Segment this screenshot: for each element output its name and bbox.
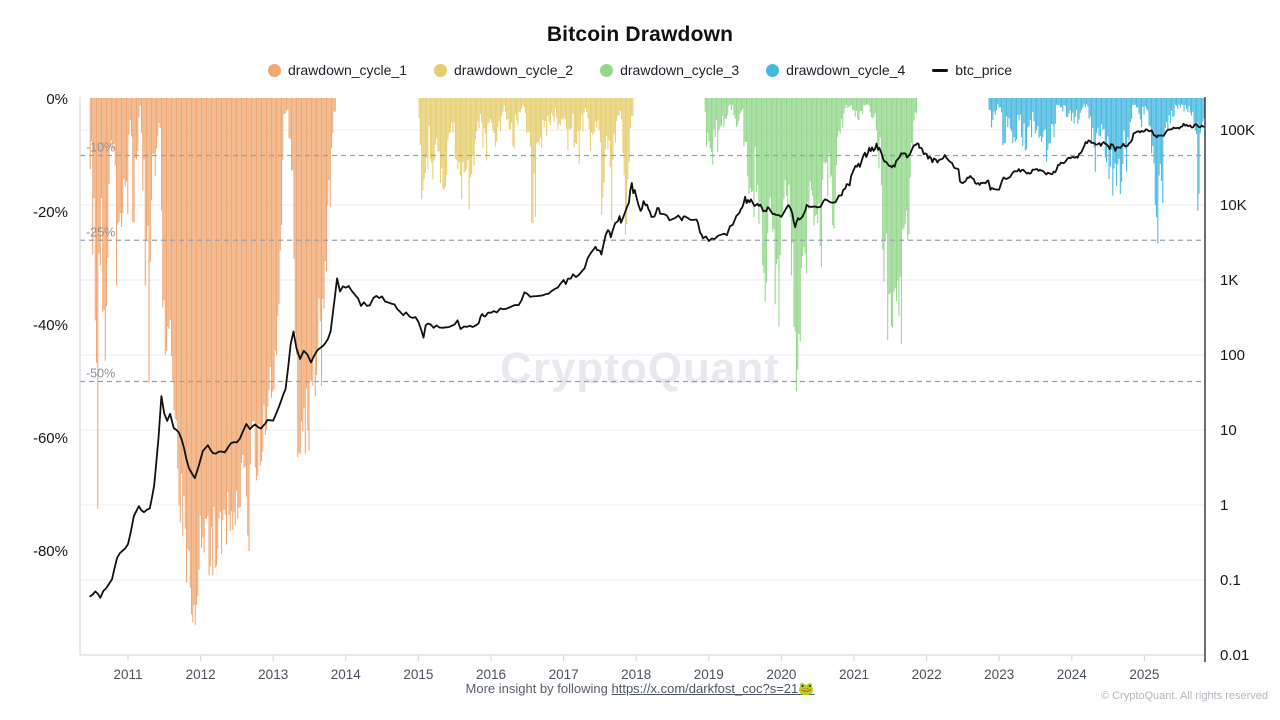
x-axis-year-tick: 2020 [766, 667, 796, 682]
threshold-label: -10% [86, 141, 115, 155]
threshold-label: -50% [86, 367, 115, 381]
y-axis-left-tick: -40% [33, 317, 68, 334]
legend-label: btc_price [955, 62, 1013, 78]
cycle-4-dot-icon [766, 63, 780, 77]
x-axis-year-tick: 2013 [258, 667, 288, 682]
y-axis-right-tick: 10 [1220, 422, 1237, 439]
cycle-1-dot-icon [267, 63, 281, 77]
watermark: CryptoQuant [500, 344, 780, 393]
legend-label: drawdown_cycle_2 [454, 62, 574, 78]
threshold-label: -25% [86, 225, 115, 239]
legend-item-btc-price[interactable]: btc_price [932, 62, 1012, 78]
y-axis-right-tick: 100 [1220, 347, 1245, 364]
legend-label: drawdown_cycle_4 [786, 62, 906, 78]
legend-item-drawdown-cycle-4[interactable]: drawdown_cycle_4 [766, 62, 905, 78]
drawdown_cycle_1-bars [89, 98, 336, 625]
footer-link[interactable]: https://x.com/darkfost_coc?s=21🐸 [611, 681, 815, 696]
legend-label: drawdown_cycle_3 [620, 62, 740, 78]
axes: 0% -20% -40% -60% -80% 100K 10K 1K 100 10 1 0.1 0.01… [33, 91, 1255, 682]
price-line-icon [932, 68, 949, 72]
threshold-lines: -10% -25% -50% [80, 141, 1205, 383]
footer-note: More insight by following https://x.com/… [0, 681, 1280, 697]
y-axis-right-tick: 0.01 [1220, 647, 1249, 664]
cycle-3-dot-icon [600, 63, 614, 77]
legend-item-drawdown-cycle-3[interactable]: drawdown_cycle_3 [600, 62, 739, 78]
x-axis-year-tick: 2024 [1057, 667, 1088, 682]
y-axis-left-tick: -80% [33, 543, 68, 560]
drawdown_cycle_3-bars [704, 98, 917, 392]
x-axis-year-tick: 2014 [331, 667, 362, 682]
footer-text: More insight by following [465, 681, 612, 696]
x-axis-year-tick: 2012 [186, 667, 216, 682]
legend-item-drawdown-cycle-1[interactable]: drawdown_cycle_1 [267, 62, 408, 78]
y-axis-left-tick: 0% [46, 91, 68, 108]
cycle-2-dot-icon [434, 63, 448, 77]
legend-label: drawdown_cycle_1 [287, 62, 408, 78]
y-axis-right-tick: 0.1 [1220, 572, 1241, 589]
y-axis-right-tick: 100K [1220, 122, 1255, 139]
x-axis-year-tick: 2022 [912, 667, 942, 682]
drawdown_cycle_2-bars [418, 98, 634, 235]
chart-title: Bitcoin Drawdown [546, 23, 734, 46]
legend: drawdown_cycle_1 drawdown_cycle_2 drawdo… [0, 62, 1280, 78]
y-axis-right-tick: 1 [1220, 497, 1228, 514]
x-axis-year-tick: 2016 [476, 667, 506, 682]
copyright-note: © CryptoQuant. All rights reserved [1100, 690, 1268, 702]
x-axis-year-tick: 2018 [621, 667, 651, 682]
x-axis-year-tick: 2025 [1129, 667, 1159, 682]
x-axis-year-tick: 2017 [549, 667, 579, 682]
y-axis-right-tick: 1K [1220, 272, 1238, 289]
y-axis-left-tick: -20% [33, 204, 68, 221]
x-axis-year-tick: 2015 [403, 667, 433, 682]
x-axis-year-tick: 2019 [694, 667, 724, 682]
x-axis-year-tick: 2021 [839, 667, 869, 682]
x-axis-year-tick: 2023 [984, 667, 1014, 682]
drawdown_cycle_4-bars [988, 98, 1205, 244]
x-axis-year-tick: 2011 [113, 667, 142, 682]
btc-price-line [89, 122, 1206, 599]
y-axis-right-tick: 10K [1220, 197, 1247, 214]
legend-item-drawdown-cycle-2[interactable]: drawdown_cycle_2 [434, 62, 573, 78]
y-axis-left-tick: -60% [33, 430, 68, 447]
